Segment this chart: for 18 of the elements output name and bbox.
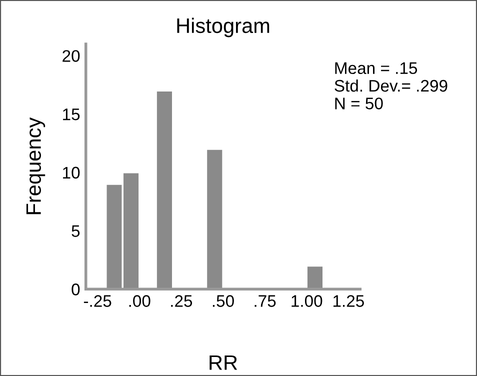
annotation: Std. Dev.= .299 <box>334 79 448 92</box>
y-tick-label: 5 <box>72 225 80 237</box>
x-tick-label: 1.00 <box>292 295 322 307</box>
y-tick-label: 20 <box>62 50 80 62</box>
y-tick-label: 10 <box>63 166 80 179</box>
chart-title: Histogram <box>177 18 270 38</box>
x-tick-label: .00 <box>129 295 150 307</box>
y-axis-title: Frequency <box>26 117 46 214</box>
x-tick-label: 1.25 <box>333 295 364 307</box>
x-tick-label: .75 <box>254 295 276 307</box>
x-tick-label: -.25 <box>84 295 112 307</box>
annotation: Mean = .15 <box>335 62 418 74</box>
x-tick-label: .25 <box>171 295 192 307</box>
y-tick-label: 0 <box>72 284 80 296</box>
x-axis-title: RR <box>210 355 238 370</box>
y-tick-label: 15 <box>63 108 80 120</box>
annotation: N = 50 <box>335 98 383 110</box>
x-tick-label: .50 <box>212 295 234 307</box>
